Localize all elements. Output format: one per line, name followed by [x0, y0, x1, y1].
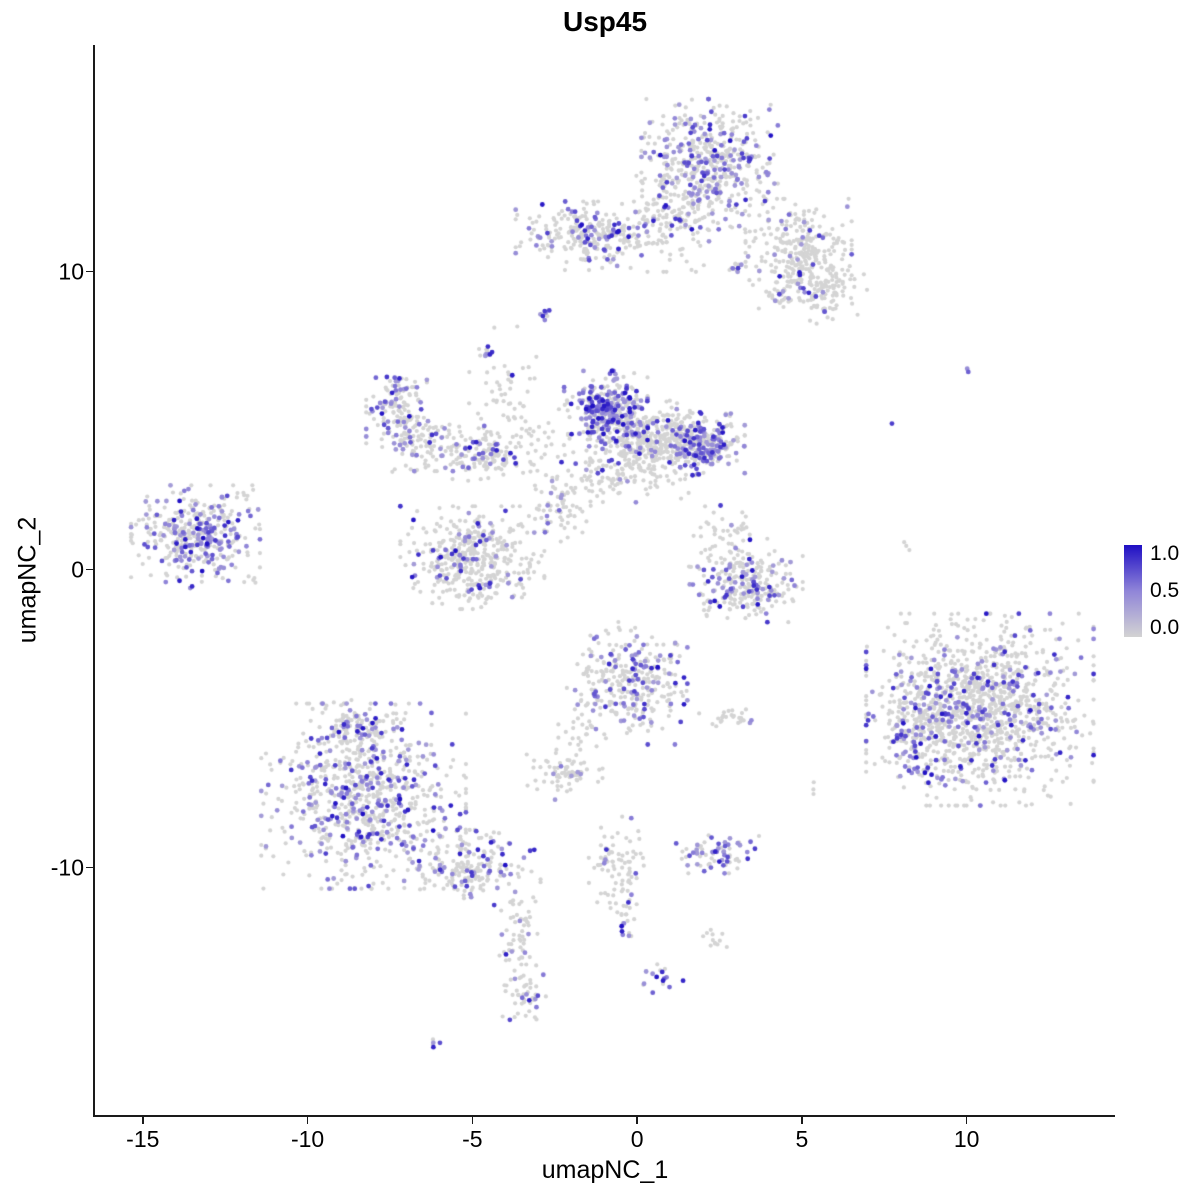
y-axis-label: umapNC_2	[13, 516, 42, 644]
y-tick-label: -10	[50, 854, 84, 881]
x-axis-label: umapNC_1	[541, 1156, 669, 1184]
y-tick-mark	[86, 866, 93, 869]
x-tick-label: -15	[126, 1126, 160, 1152]
x-axis-line	[93, 1115, 1115, 1117]
x-tick-mark	[636, 1117, 638, 1124]
x-tick-mark	[306, 1117, 309, 1124]
legend: 1.0 0.5 0.0	[1124, 542, 1200, 639]
x-tick-label: 0	[630, 1126, 644, 1152]
y-tick-label: 0	[71, 556, 84, 583]
x-tick-label: -10	[290, 1126, 325, 1152]
x-tick-mark	[965, 1117, 968, 1124]
x-tick-mark	[471, 1117, 474, 1124]
y-tick-label: 10	[58, 258, 84, 285]
legend-label-low: 0.0	[1150, 616, 1180, 639]
x-tick-label: -5	[462, 1126, 483, 1152]
y-tick-mark	[86, 270, 93, 273]
y-axis-line	[93, 45, 95, 1117]
legend-label-mid: 0.5	[1150, 579, 1180, 602]
x-tick-label: 5	[795, 1126, 809, 1152]
legend-label-high: 1.0	[1150, 542, 1180, 565]
x-tick-label: 10	[953, 1126, 980, 1152]
legend-colorbar	[1124, 545, 1142, 637]
x-tick-mark	[142, 1117, 144, 1124]
x-tick-mark	[801, 1117, 803, 1124]
y-tick-mark	[86, 568, 93, 571]
